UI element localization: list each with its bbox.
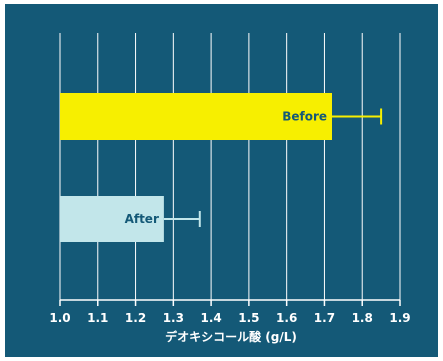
bar-before	[60, 93, 332, 140]
x-tick-labels: 1.0 1.1 1.2 1.3 1.4 1.5 1.6 1.7 1.8 1.9	[49, 311, 410, 325]
x-tick-label-0: 1.0	[49, 311, 70, 325]
x-tick-label-4: 1.4	[200, 311, 221, 325]
bar-label-before: Before	[282, 110, 327, 124]
x-tick-label-5: 1.5	[238, 311, 259, 325]
x-tick-label-3: 1.3	[163, 311, 184, 325]
bar-after	[60, 196, 164, 242]
x-tick-label-7: 1.7	[314, 311, 335, 325]
x-tick-label-9: 1.9	[389, 311, 410, 325]
bars: Before After	[60, 93, 383, 242]
x-tick-label-2: 1.2	[125, 311, 146, 325]
x-tick-label-8: 1.8	[352, 311, 373, 325]
x-axis	[59, 299, 401, 306]
x-axis-title: デオキシコール酸 (g/L)	[165, 329, 297, 344]
chart-background	[5, 4, 438, 357]
x-tick-label-1: 1.1	[87, 311, 108, 325]
bar-label-after: After	[125, 212, 159, 226]
x-tick-label-6: 1.6	[276, 311, 297, 325]
gridlines	[59, 33, 401, 300]
